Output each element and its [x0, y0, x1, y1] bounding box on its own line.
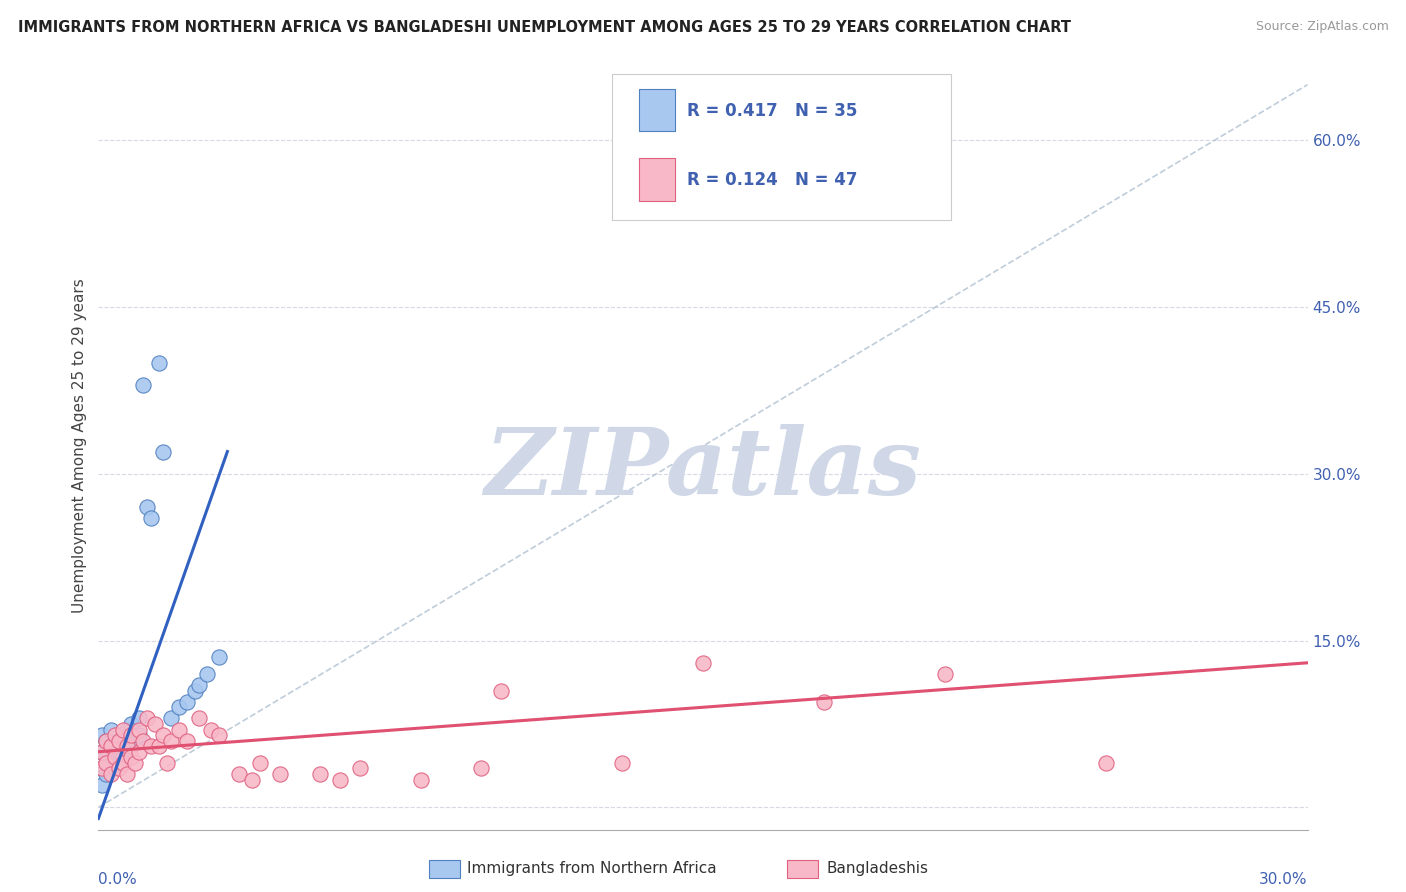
- Point: [470, 761, 492, 775]
- Point: [188, 678, 211, 692]
- Point: [91, 745, 114, 759]
- Point: [208, 728, 231, 742]
- Point: [124, 756, 146, 770]
- Point: [208, 650, 231, 665]
- Point: [91, 761, 114, 775]
- Point: [409, 772, 432, 787]
- Text: Bangladeshis: Bangladeshis: [827, 862, 929, 876]
- Point: [111, 723, 134, 737]
- Point: [139, 511, 162, 525]
- FancyBboxPatch shape: [638, 158, 675, 201]
- Point: [934, 667, 956, 681]
- Point: [139, 739, 162, 754]
- Point: [132, 377, 155, 392]
- Point: [195, 667, 218, 681]
- Point: [103, 728, 125, 742]
- Text: Source: ZipAtlas.com: Source: ZipAtlas.com: [1256, 20, 1389, 33]
- Point: [107, 733, 129, 747]
- Point: [176, 695, 198, 709]
- Point: [160, 711, 183, 725]
- Point: [135, 500, 157, 515]
- FancyBboxPatch shape: [613, 74, 950, 219]
- Point: [91, 728, 114, 742]
- Point: [96, 756, 118, 770]
- Point: [120, 739, 142, 754]
- Point: [329, 772, 352, 787]
- Point: [349, 761, 371, 775]
- Point: [188, 711, 211, 725]
- Text: ZIPatlas: ZIPatlas: [485, 424, 921, 514]
- Point: [111, 728, 134, 742]
- Point: [148, 739, 170, 754]
- Point: [115, 767, 138, 781]
- Point: [160, 733, 183, 747]
- Point: [167, 723, 190, 737]
- Text: R = 0.417   N = 35: R = 0.417 N = 35: [688, 102, 858, 120]
- Point: [111, 750, 134, 764]
- Point: [107, 756, 129, 770]
- Point: [128, 723, 150, 737]
- Point: [111, 756, 134, 770]
- Point: [128, 745, 150, 759]
- Y-axis label: Unemployment Among Ages 25 to 29 years: Unemployment Among Ages 25 to 29 years: [72, 278, 87, 614]
- Point: [135, 711, 157, 725]
- Point: [107, 761, 129, 775]
- Point: [176, 733, 198, 747]
- Point: [100, 767, 122, 781]
- Text: 0.0%: 0.0%: [98, 871, 138, 887]
- Point: [128, 711, 150, 725]
- Point: [103, 761, 125, 775]
- Point: [91, 745, 114, 759]
- Point: [124, 733, 146, 747]
- Point: [100, 739, 122, 754]
- Text: IMMIGRANTS FROM NORTHERN AFRICA VS BANGLADESHI UNEMPLOYMENT AMONG AGES 25 TO 29 : IMMIGRANTS FROM NORTHERN AFRICA VS BANGL…: [18, 20, 1071, 35]
- Point: [100, 756, 122, 770]
- Point: [813, 695, 835, 709]
- Point: [120, 750, 142, 764]
- Point: [184, 683, 207, 698]
- Point: [692, 656, 714, 670]
- Point: [96, 733, 118, 747]
- Point: [309, 767, 332, 781]
- Text: Immigrants from Northern Africa: Immigrants from Northern Africa: [467, 862, 717, 876]
- Point: [115, 723, 138, 737]
- Text: R = 0.124   N = 47: R = 0.124 N = 47: [688, 170, 858, 189]
- Point: [115, 739, 138, 754]
- Point: [96, 750, 118, 764]
- Point: [249, 756, 271, 770]
- Point: [612, 756, 634, 770]
- Point: [100, 723, 122, 737]
- Point: [156, 756, 179, 770]
- Point: [152, 728, 174, 742]
- Point: [96, 733, 118, 747]
- Point: [200, 723, 222, 737]
- Point: [1095, 756, 1118, 770]
- FancyBboxPatch shape: [638, 89, 675, 131]
- Point: [103, 739, 125, 754]
- Point: [91, 778, 114, 792]
- Point: [120, 717, 142, 731]
- Point: [148, 356, 170, 370]
- Point: [128, 728, 150, 742]
- Point: [96, 767, 118, 781]
- Point: [115, 745, 138, 759]
- Point: [132, 733, 155, 747]
- Point: [152, 444, 174, 458]
- Point: [143, 717, 166, 731]
- Point: [240, 772, 263, 787]
- Point: [269, 767, 291, 781]
- Point: [228, 767, 250, 781]
- Text: 30.0%: 30.0%: [1260, 871, 1308, 887]
- Point: [491, 683, 513, 698]
- Point: [167, 700, 190, 714]
- Point: [91, 761, 114, 775]
- Point: [103, 750, 125, 764]
- Point: [107, 733, 129, 747]
- Point: [100, 739, 122, 754]
- Point: [120, 728, 142, 742]
